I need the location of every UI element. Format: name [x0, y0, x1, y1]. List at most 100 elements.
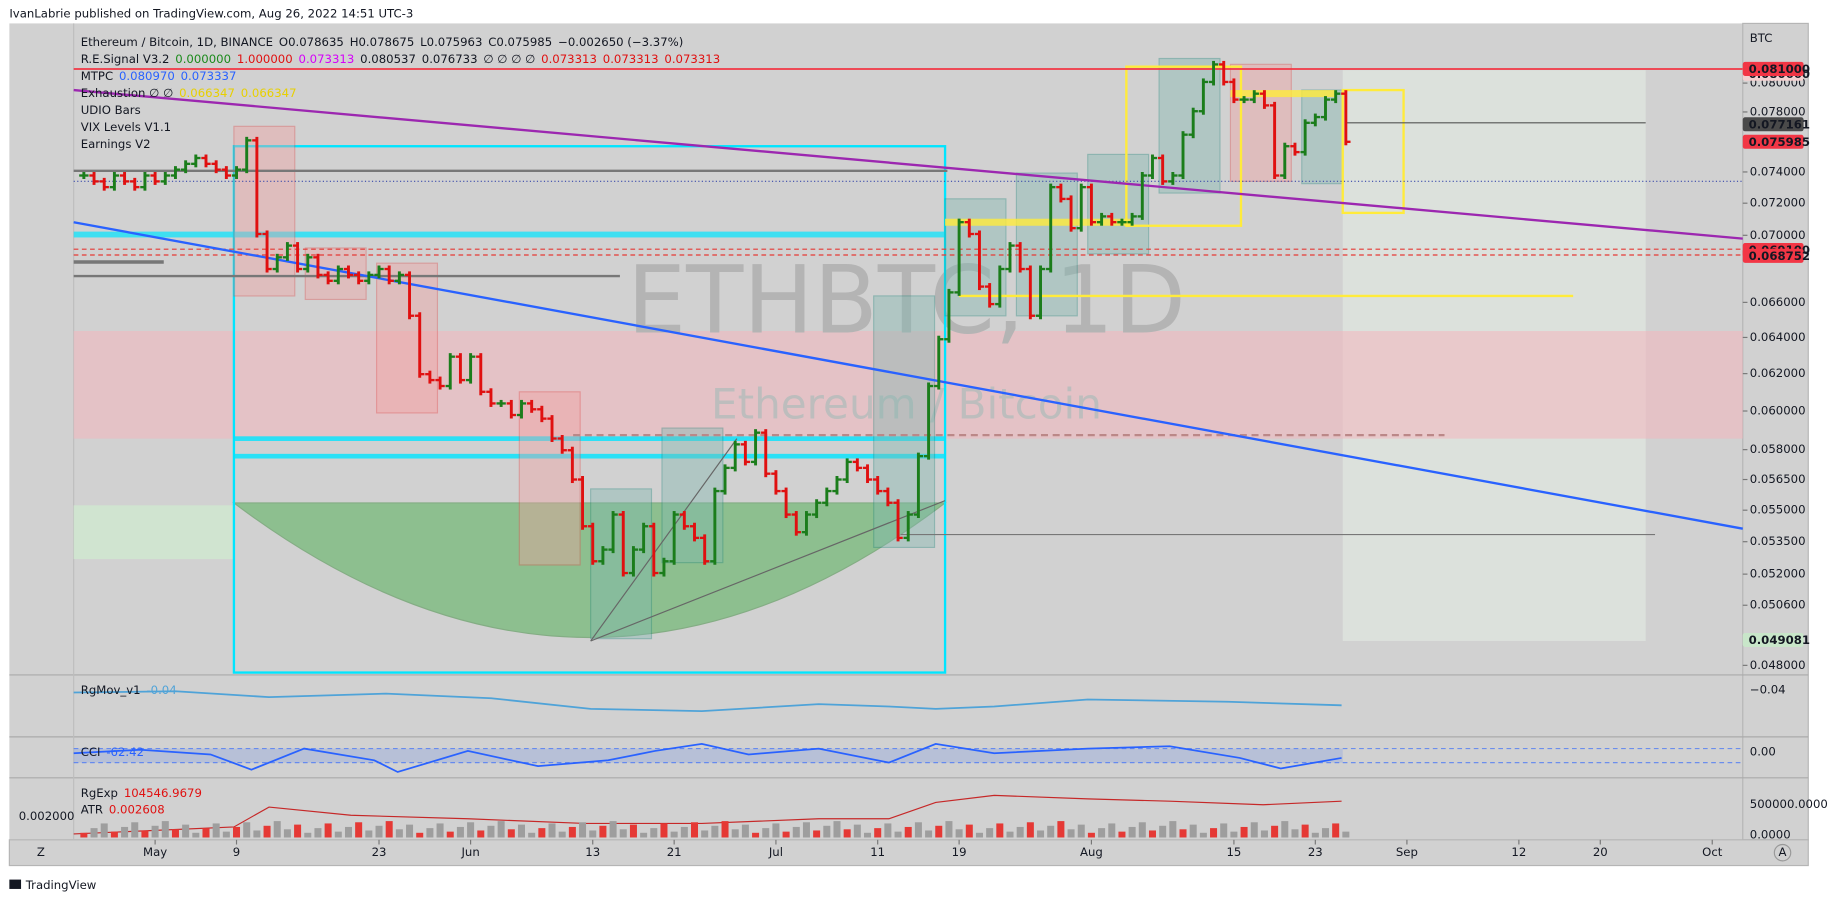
- x-tick-label: 13: [585, 845, 600, 859]
- price-bar: [526, 399, 537, 413]
- price-label-box: [1742, 117, 1804, 132]
- box: [873, 295, 936, 548]
- y-tick-label: 0.056500: [1750, 472, 1806, 486]
- x-tick-label: 23: [372, 845, 387, 859]
- price-bar: [252, 136, 262, 238]
- price-bar: [496, 399, 506, 407]
- volume-bar: [1230, 831, 1238, 838]
- volume-bar: [1169, 821, 1177, 838]
- price-bar: [761, 429, 771, 478]
- volume-bar: [365, 830, 373, 838]
- price-bar: [303, 253, 313, 273]
- price-bar: [1107, 212, 1117, 226]
- volume-bar: [1138, 822, 1146, 838]
- brand: TradingView: [25, 878, 97, 892]
- x-tick-label: 19: [952, 845, 967, 859]
- watermark-symbol: ETHBTC, 1D: [627, 246, 1186, 355]
- volume-bar: [1128, 826, 1136, 838]
- price-bar: [425, 370, 435, 384]
- box: [944, 198, 1007, 317]
- pane-axis-label: 0.0000: [1750, 828, 1791, 842]
- price-bar: [374, 265, 384, 279]
- y-tick-label: 0.074000: [1750, 164, 1806, 178]
- volume-bar: [192, 832, 200, 838]
- volume-bar: [792, 826, 800, 838]
- price-bar: [1117, 218, 1127, 226]
- price-bar: [638, 522, 649, 554]
- price-bar: [791, 511, 801, 536]
- volume-bar: [1301, 824, 1309, 838]
- volume-bar: [629, 824, 637, 838]
- x-tick-label: 12: [1511, 845, 1526, 859]
- price-bar: [811, 499, 822, 519]
- legend-item: H0.078675: [350, 35, 415, 49]
- time-axis-bg: [8, 839, 1809, 867]
- yellow-box: [1341, 88, 1405, 215]
- price-bar: [679, 511, 690, 530]
- volume-bar: [823, 825, 831, 838]
- volume-bar: [548, 823, 556, 838]
- price-bar: [1229, 78, 1239, 104]
- pane-axis-label: −0.04: [1750, 683, 1786, 697]
- volume-bar: [334, 831, 342, 838]
- price-bar: [984, 283, 995, 308]
- pane-label: CCI -62.42: [81, 745, 144, 759]
- price-label-box: [1742, 134, 1804, 149]
- price-bar: [649, 522, 659, 577]
- price-bar: [1076, 183, 1086, 232]
- volume-bar: [1271, 825, 1279, 838]
- volume-bar: [965, 824, 973, 838]
- volume-bar: [619, 829, 627, 838]
- price-bar: [1096, 212, 1107, 226]
- price-label-box: [1742, 632, 1804, 647]
- price-bar: [353, 271, 364, 285]
- pane-item: ATR: [81, 802, 103, 816]
- legend-row: VIX Levels V1.1: [81, 119, 171, 133]
- x-tick-label: 23: [1308, 845, 1323, 859]
- rgmov-line: [73, 690, 1342, 713]
- price-bar: [628, 546, 639, 577]
- price-bar: [588, 522, 598, 565]
- price-bar: [140, 171, 150, 191]
- volume-bar: [1067, 829, 1075, 838]
- volume-bar: [253, 830, 261, 838]
- volume-bar: [843, 829, 851, 838]
- y-tick-label: 0.062000: [1750, 366, 1806, 380]
- cyan-band: [233, 453, 946, 459]
- pane-label: ATR 0.002608: [81, 802, 165, 816]
- volume-bar: [487, 825, 495, 838]
- volume-bar: [1037, 830, 1045, 838]
- price-bar: [1015, 242, 1025, 273]
- price-bar: [771, 470, 781, 495]
- box: [1301, 89, 1344, 185]
- price-bar: [1198, 78, 1209, 115]
- volume-bar: [202, 828, 210, 838]
- price-bar: [669, 511, 679, 565]
- volume-bar: [1098, 828, 1106, 838]
- price-bar: [272, 253, 282, 273]
- price-bar: [1066, 195, 1076, 232]
- x-tick-label: 15: [1226, 845, 1241, 859]
- price-bar: [1025, 265, 1036, 320]
- price-bar: [455, 353, 466, 384]
- price-bar: [1249, 90, 1259, 104]
- y-tick-label: 0.072000: [1750, 196, 1806, 210]
- price-bar: [598, 546, 608, 565]
- volume-bar: [395, 829, 403, 838]
- volume-bar: [853, 824, 861, 838]
- pane-item: RgExp: [81, 786, 118, 800]
- pane-item: 104546.9679: [124, 786, 202, 800]
- volume-bar: [802, 822, 810, 838]
- volume-bar: [1311, 832, 1319, 838]
- volume-bar: [141, 830, 149, 838]
- price-bar: [79, 171, 89, 180]
- price-bar: [842, 458, 852, 484]
- legend-item: 0.000000: [175, 52, 231, 66]
- price-label: 0.077161: [1749, 117, 1810, 131]
- cyan-band: [73, 231, 946, 238]
- price-bar: [465, 353, 476, 384]
- x-tick-label: Sep: [1396, 845, 1418, 859]
- volume-bar: [884, 823, 892, 838]
- price-bar: [1341, 90, 1351, 146]
- price-bar: [343, 265, 354, 279]
